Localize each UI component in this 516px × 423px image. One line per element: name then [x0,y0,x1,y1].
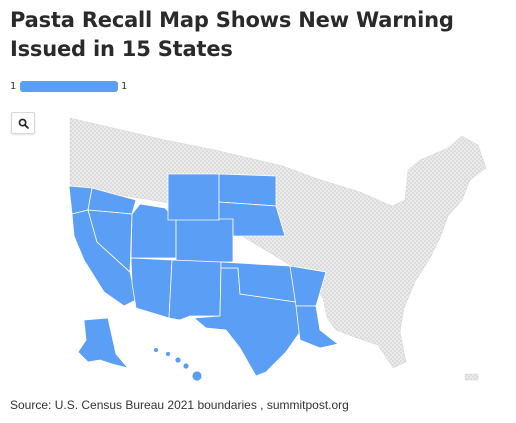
zoom-button[interactable] [11,112,35,134]
legend-max-label: 1 [121,80,128,92]
territory-puerto-rico [464,373,479,381]
legend: 1 1 [10,79,127,93]
state-new-mexico[interactable] [168,259,222,321]
state-arkansas[interactable] [289,265,327,307]
search-icon [18,118,29,129]
state-alaska[interactable] [77,317,130,369]
page-title: Pasta Recall Map Shows New Warning Issue… [10,8,454,61]
state-nevada[interactable] [87,209,133,273]
state-south-dakota[interactable] [218,173,277,207]
legend-min-label: 1 [10,80,17,92]
state-arizona[interactable] [130,257,173,319]
source-note: Source: U.S. Census Bureau 2021 boundari… [10,398,349,412]
state-wyoming[interactable] [167,173,220,221]
state-hawaii[interactable] [153,347,203,382]
state-colorado[interactable] [175,217,234,263]
state-louisiana[interactable] [295,305,339,349]
state-nebraska[interactable] [218,201,286,237]
legend-color-bar [20,80,119,92]
